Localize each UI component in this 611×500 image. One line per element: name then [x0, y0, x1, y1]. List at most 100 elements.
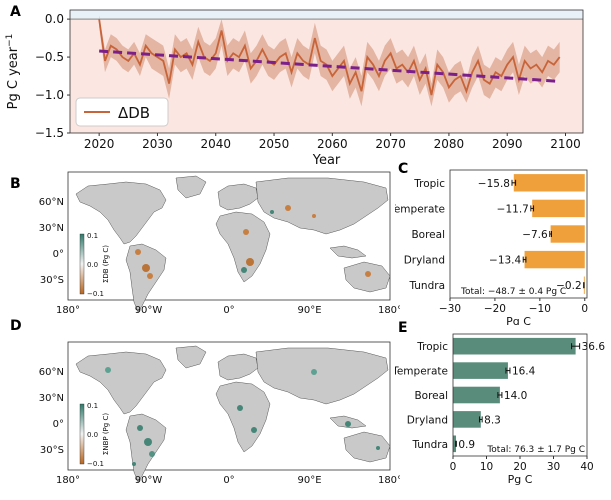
x-tick-label: 2100 [550, 137, 581, 151]
colorbar-tick-label: 0.1 [87, 402, 98, 410]
y-axis-label: Pg C year−1 [5, 34, 21, 110]
hotspot [144, 438, 152, 446]
bar-dryland [524, 250, 585, 269]
colorbar-tick-label: −0.1 [87, 290, 104, 298]
x-tick-label: 10 [480, 461, 493, 473]
hotspot [365, 271, 371, 277]
longitude-label: 90°W [135, 475, 163, 486]
map-delta-nbp: 60°N 30°N 0° 30°S 180° 90°W 0° 90°E 180° 0.1 0.0 −0… [39, 341, 400, 486]
land-africa [215, 211, 271, 283]
x-tick-label: 2030 [142, 137, 173, 151]
panel-label-a: A [10, 4, 21, 20]
bar-boreal [453, 386, 500, 404]
value-label: 8.3 [484, 414, 501, 426]
land-greenland [175, 345, 207, 369]
value-label: 14.0 [504, 390, 527, 402]
latitude-label: 30°N [39, 223, 64, 234]
latitude-label: 30°N [39, 393, 64, 404]
panel-label-b: B [10, 176, 21, 192]
x-tick-label: −10 [529, 303, 551, 315]
hotspot [132, 462, 136, 466]
latitude-label: 60°N [39, 367, 64, 378]
hotspot [312, 214, 316, 218]
value-label: 0.9 [458, 439, 475, 451]
panel-label-e: E [398, 320, 408, 336]
colorbar-tick-label: −0.1 [87, 460, 104, 468]
bar-tundra [453, 435, 457, 453]
longitude-label: 0° [223, 305, 234, 316]
hotspot [251, 427, 257, 433]
land-north-america [75, 351, 167, 415]
land-africa [215, 381, 271, 453]
x-tick-label: 0 [450, 461, 457, 473]
longitude-label: 180° [56, 305, 80, 316]
panel-label-c: C [398, 161, 409, 177]
latitude-label: 60°N [39, 197, 64, 208]
hotspot [376, 446, 380, 450]
colorbar-tick-label: 0.0 [87, 431, 98, 439]
land-north-america [75, 181, 167, 245]
latitude-label: 0° [53, 249, 64, 260]
bar-temperate [532, 199, 585, 218]
land-asia [255, 347, 389, 405]
longitude-label: 90°E [297, 475, 321, 486]
hotspot [311, 369, 317, 375]
x-tick-label: 2090 [492, 137, 523, 151]
land-indonesia [329, 245, 367, 259]
value-label: −11.7 [497, 203, 529, 215]
x-axis-label: Year [312, 153, 341, 168]
bar-boreal [550, 225, 585, 243]
continents [75, 175, 391, 313]
longitude-label: 0° [223, 475, 234, 486]
hotspot [243, 229, 249, 235]
x-tick-label: 0 [581, 303, 588, 315]
hotspot [241, 267, 247, 273]
bar-tropic [453, 337, 576, 355]
land-australia [343, 431, 391, 463]
category-label: Tropic [416, 341, 448, 353]
x-tick-label: 2080 [434, 137, 465, 151]
value-label: −0.2 [556, 280, 582, 292]
trend-line [99, 49, 560, 83]
value-label: −7.6 [522, 229, 548, 241]
x-tick-label: 20 [513, 461, 526, 473]
value-label: −13.4 [489, 255, 521, 267]
land-south-america [125, 243, 167, 313]
y-tick-label: 0.0 [45, 12, 64, 26]
latitude-label: 30°S [40, 445, 64, 456]
x-tick-label: 2020 [84, 137, 115, 151]
x-tick-label: 2070 [375, 137, 406, 151]
bar-dryland [453, 411, 481, 428]
x-axis-label: Pg C [508, 473, 533, 486]
colorbar [79, 233, 85, 295]
land-australia [343, 261, 391, 293]
category-label: Dryland [404, 255, 445, 267]
hotspot [149, 451, 155, 457]
value-label: 16.4 [512, 366, 536, 378]
panel-label-d: D [10, 318, 22, 334]
plot-frame [69, 9, 584, 134]
x-tick-label: 2040 [200, 137, 231, 151]
bar-chart-delta-db: Tropic −15.8 Temperate −11.7 Boreal −7.6 Dryla… [395, 169, 588, 325]
hotspot [246, 258, 254, 266]
positive-band [70, 10, 583, 20]
hotspot [237, 405, 243, 411]
land-europe [217, 183, 259, 211]
colorbar-label: ΣDB (Pg C) [102, 245, 110, 283]
y-tick-label: −1.0 [35, 88, 64, 102]
x-tick-label: 40 [580, 461, 593, 473]
hotspot [345, 421, 351, 427]
hotspot [135, 249, 141, 255]
hotspot [270, 210, 274, 214]
land-greenland [175, 175, 207, 199]
longitude-label: 180° [378, 305, 400, 316]
plot-frame [449, 169, 588, 299]
colorbar-tick-label: 0.1 [87, 232, 98, 240]
hotspot [142, 264, 150, 272]
y-tick-label: −0.5 [35, 50, 64, 64]
land-south-america [125, 413, 167, 483]
longitude-label: 90°E [297, 305, 321, 316]
timeseries-chart: 2020 2030 2040 2050 2060 2070 2080 2090 2100 0.0 −… [5, 9, 584, 168]
legend-box [75, 97, 169, 127]
hotspot [105, 367, 111, 373]
